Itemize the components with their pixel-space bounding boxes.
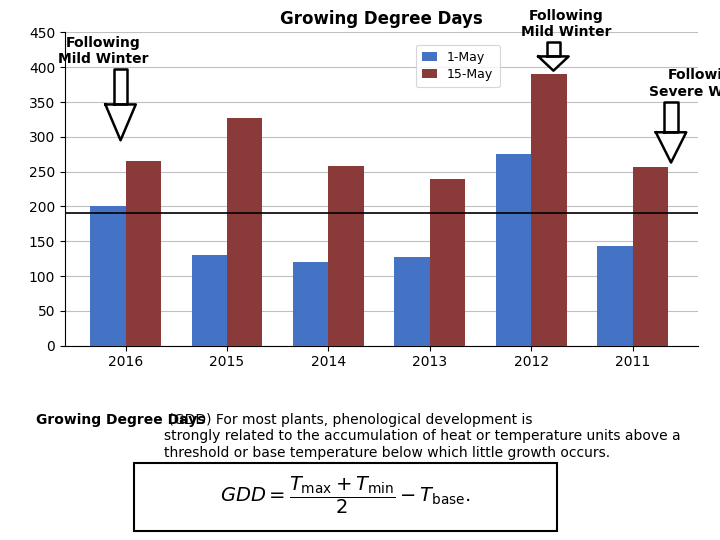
Bar [90, 206, 125, 346]
Bar [597, 246, 632, 346]
Text: Following
Mild Winter: Following Mild Winter [58, 36, 148, 66]
Bar [395, 256, 430, 346]
Polygon shape [539, 56, 569, 71]
Bar [125, 161, 161, 346]
Bar [531, 74, 567, 346]
Bar [293, 262, 328, 346]
Bar [495, 154, 531, 346]
Text: Following
Severe Winter: Following Severe Winter [649, 69, 720, 98]
Polygon shape [114, 69, 127, 104]
Bar [430, 179, 465, 346]
Title: Growing Degree Days: Growing Degree Days [280, 10, 483, 28]
Polygon shape [664, 102, 678, 132]
Bar [227, 118, 263, 346]
Bar [328, 166, 364, 346]
Text: Growing Degree Days: Growing Degree Days [36, 413, 205, 427]
Bar [632, 167, 668, 346]
Text: $\mathit{GDD} = \dfrac{T_{\mathrm{max}} + T_{\mathrm{min}}}{2} - T_{\mathrm{base: $\mathit{GDD} = \dfrac{T_{\mathrm{max}} … [220, 475, 471, 516]
Bar [192, 255, 227, 346]
Polygon shape [656, 132, 686, 163]
FancyBboxPatch shape [134, 463, 557, 531]
Legend: 1-May, 15-May: 1-May, 15-May [415, 45, 500, 87]
Text: Following
Mild Winter: Following Mild Winter [521, 9, 612, 39]
Polygon shape [546, 42, 560, 56]
Text: (GDD) For most plants, phenological development is
strongly related to the accum: (GDD) For most plants, phenological deve… [164, 413, 681, 460]
Polygon shape [105, 104, 136, 140]
